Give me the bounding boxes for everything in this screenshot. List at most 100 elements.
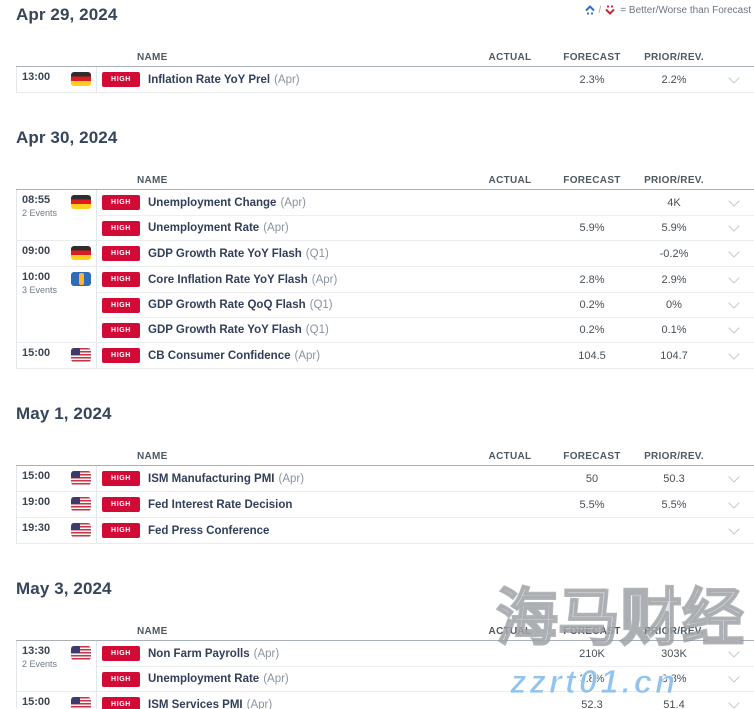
expand-chevron-icon[interactable] — [728, 470, 740, 483]
time-group: 10:00 3 Events HIGH Core Inflation Rate … — [17, 266, 754, 342]
event-row[interactable]: HIGH Fed Press Conference — [97, 518, 754, 543]
chevron-cell — [714, 194, 754, 212]
chevron-cell — [714, 522, 754, 540]
event-row[interactable]: HIGH Non Farm Payrolls (Apr) 210K 303K — [97, 641, 754, 666]
table-header-row: NAME ACTUAL FORECAST PRIOR/REV. — [16, 49, 754, 67]
prior-value: 5.5% — [661, 498, 687, 511]
event-time: 13:00 — [22, 71, 51, 83]
forecast-value: 210K — [579, 647, 605, 660]
time-cell: 13:30 2 Events — [17, 641, 66, 691]
table-header-row: NAME ACTUAL FORECAST PRIOR/REV. — [16, 172, 754, 190]
event-period: (Apr) — [294, 349, 321, 362]
event-row[interactable]: HIGH CB Consumer Confidence (Apr) 104.5 … — [97, 343, 754, 368]
expand-chevron-icon[interactable] — [728, 322, 740, 334]
column-header-forecast: FORECAST — [563, 451, 621, 462]
flag-us-icon — [71, 348, 91, 362]
event-row[interactable]: HIGH GDP Growth Rate YoY Flash (Q1) -0.2… — [97, 241, 754, 266]
time-group: 09:00 HIGH GDP Growth Rate YoY Flash (Q1… — [17, 240, 754, 266]
table-body: 13:30 2 Events HIGH Non Farm Payrolls (A… — [16, 641, 754, 709]
events-table: NAME ACTUAL FORECAST PRIOR/REV. 13:00 HI… — [16, 49, 754, 93]
expand-chevron-icon[interactable] — [728, 271, 740, 284]
forecast-value: 50 — [585, 472, 599, 485]
group-rows: HIGH Unemployment Change (Apr) 4K HIGH U… — [96, 190, 754, 240]
expand-chevron-icon[interactable] — [728, 297, 740, 309]
importance-badge: HIGH — [102, 246, 140, 261]
flag-cell — [66, 641, 96, 691]
flag-eu-icon — [71, 272, 91, 286]
event-row[interactable]: HIGH Unemployment Change (Apr) 4K — [97, 190, 754, 215]
date-title: Apr 30, 2024 — [16, 128, 118, 147]
expand-chevron-icon[interactable] — [728, 671, 740, 683]
prior-value: 2.9% — [661, 273, 687, 286]
importance-badge: HIGH — [102, 322, 140, 338]
event-row[interactable]: HIGH Unemployment Rate (Apr) 5.9% 5.9% — [97, 215, 754, 240]
events-count: 2 Events — [22, 208, 58, 218]
column-header-actual: ACTUAL — [488, 626, 532, 637]
flag-cell — [66, 492, 96, 517]
legend: / = Better/Worse than Forecast — [584, 4, 751, 16]
importance-badge: HIGH — [102, 697, 140, 709]
event-name: Unemployment Rate — [148, 673, 260, 685]
expand-chevron-icon[interactable] — [728, 220, 740, 232]
event-time: 19:00 — [22, 496, 51, 508]
flag-de-icon — [71, 246, 91, 260]
importance-badge: HIGH — [102, 220, 140, 236]
flag-us-icon — [71, 646, 91, 660]
event-name-cell: HIGH Inflation Rate YoY Prel (Apr) — [97, 72, 470, 87]
calendar-day-section: May 3, 2024 NAME ACTUAL FORECAST PRIOR/R… — [0, 578, 754, 709]
event-row[interactable]: HIGH GDP Growth Rate YoY Flash (Q1) 0.2%… — [97, 317, 754, 342]
event-name-cell: HIGH Non Farm Payrolls (Apr) — [97, 646, 470, 661]
event-period: (Q1) — [309, 299, 333, 311]
importance-badge: HIGH — [102, 497, 140, 512]
time-group: 15:00 HIGH CB Consumer Confidence (Apr) … — [17, 342, 754, 368]
column-header-name: NAME — [137, 451, 168, 462]
chevron-cell — [714, 271, 754, 289]
date-title: Apr 29, 2024 — [16, 5, 118, 24]
expand-chevron-icon[interactable] — [728, 496, 740, 509]
flag-us-icon — [71, 697, 91, 709]
expand-chevron-icon[interactable] — [728, 194, 740, 207]
column-header-actual: ACTUAL — [488, 52, 532, 63]
prior-value: 51.4 — [663, 698, 685, 709]
prior-value: 3.8% — [661, 673, 687, 685]
prior-value: 2.2% — [661, 73, 687, 86]
group-rows: HIGH Fed Interest Rate Decision 5.5% 5.5… — [96, 492, 754, 517]
event-name: GDP Growth Rate QoQ Flash — [148, 299, 306, 311]
event-period: (Apr) — [253, 647, 280, 660]
expand-chevron-icon[interactable] — [728, 696, 740, 709]
event-name-cell: HIGH Unemployment Rate (Apr) — [97, 671, 470, 687]
date-title: May 1, 2024 — [16, 404, 112, 423]
flag-de-icon — [71, 195, 91, 209]
event-row[interactable]: HIGH Fed Interest Rate Decision 5.5% 5.5… — [97, 492, 754, 517]
flag-de-icon — [71, 72, 91, 86]
chevron-cell — [714, 470, 754, 488]
expand-chevron-icon[interactable] — [728, 245, 740, 258]
expand-chevron-icon[interactable] — [728, 347, 740, 360]
importance-badge: HIGH — [102, 646, 140, 661]
event-period: (Q1) — [305, 247, 329, 260]
event-row[interactable]: HIGH Unemployment Rate (Apr) 3.8% 3.8% — [97, 666, 754, 691]
calendar-day-section: May 1, 2024 NAME ACTUAL FORECAST PRIOR/R… — [0, 403, 754, 544]
event-name-cell: HIGH Fed Press Conference — [97, 523, 470, 538]
prior-value: 50.3 — [663, 472, 685, 485]
event-name: Unemployment Change — [148, 196, 277, 209]
event-row[interactable]: HIGH ISM Manufacturing PMI (Apr) 50 50.3 — [97, 466, 754, 491]
event-name-cell: HIGH Fed Interest Rate Decision — [97, 497, 470, 512]
forecast-value: 0.2% — [579, 299, 605, 311]
expand-chevron-icon[interactable] — [728, 645, 740, 658]
event-row[interactable]: HIGH GDP Growth Rate QoQ Flash (Q1) 0.2%… — [97, 292, 754, 317]
column-header-prior: PRIOR/REV. — [644, 175, 704, 186]
flag-cell — [66, 518, 96, 543]
column-header-forecast: FORECAST — [563, 626, 621, 637]
forecast-value: 5.5% — [579, 498, 605, 511]
expand-chevron-icon[interactable] — [728, 522, 740, 535]
event-row[interactable]: HIGH Inflation Rate YoY Prel (Apr) 2.3% … — [97, 67, 754, 92]
event-row[interactable]: HIGH ISM Services PMI (Apr) 52.3 51.4 — [97, 692, 754, 709]
expand-chevron-icon[interactable] — [728, 71, 740, 84]
event-name-cell: HIGH Unemployment Change (Apr) — [97, 195, 470, 210]
event-period: (Apr) — [246, 698, 273, 709]
column-header-actual: ACTUAL — [488, 451, 532, 462]
forecast-value: 104.5 — [578, 349, 606, 362]
column-header-name: NAME — [137, 52, 168, 63]
event-row[interactable]: HIGH Core Inflation Rate YoY Flash (Apr)… — [97, 267, 754, 292]
